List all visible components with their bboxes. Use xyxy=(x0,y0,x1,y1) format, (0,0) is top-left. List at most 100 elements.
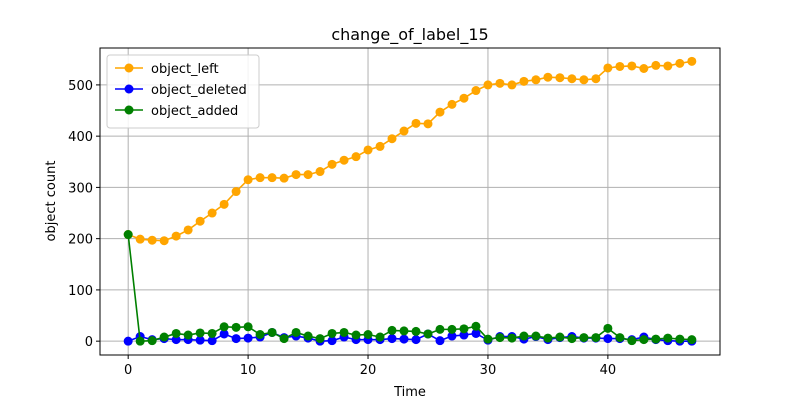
data-point xyxy=(399,326,409,336)
data-point xyxy=(687,335,697,345)
data-point xyxy=(459,330,469,340)
data-point xyxy=(279,334,289,344)
legend-label: object_deleted xyxy=(151,83,247,98)
x-tick-label: 20 xyxy=(360,363,377,378)
data-point xyxy=(591,333,601,343)
data-point xyxy=(399,126,409,136)
y-tick-label: 500 xyxy=(68,79,93,94)
data-point xyxy=(147,336,157,346)
data-point xyxy=(651,60,661,70)
data-point xyxy=(651,334,661,344)
data-point xyxy=(423,119,433,129)
data-point xyxy=(195,328,205,338)
data-point xyxy=(303,170,313,180)
legend: object_left object_deleted object_added xyxy=(106,54,260,129)
data-point xyxy=(159,236,169,246)
data-point xyxy=(291,170,301,180)
data-point xyxy=(183,330,193,340)
data-point xyxy=(243,322,253,332)
legend-marker xyxy=(124,63,134,73)
data-point xyxy=(267,327,277,337)
data-point xyxy=(255,173,265,183)
data-point xyxy=(483,80,493,90)
data-point xyxy=(363,145,373,155)
data-point xyxy=(195,216,205,226)
data-point xyxy=(603,63,613,73)
data-point xyxy=(207,208,217,218)
data-point xyxy=(195,335,205,345)
data-point xyxy=(339,155,349,165)
data-point xyxy=(171,335,181,345)
data-point xyxy=(567,74,577,84)
data-point xyxy=(231,187,241,197)
data-point xyxy=(531,75,541,85)
x-tick-label: 40 xyxy=(600,363,617,378)
data-point xyxy=(327,328,337,338)
data-point xyxy=(435,336,445,346)
data-point xyxy=(543,333,553,343)
data-point xyxy=(519,331,529,341)
x-tick-label: 0 xyxy=(124,363,132,378)
data-point xyxy=(219,322,229,332)
data-point xyxy=(471,321,481,331)
data-point xyxy=(387,325,397,335)
data-point xyxy=(171,231,181,241)
data-point xyxy=(375,332,385,342)
data-point xyxy=(147,235,157,245)
data-point xyxy=(243,333,253,343)
data-point xyxy=(303,331,313,341)
data-point xyxy=(579,75,589,85)
data-point xyxy=(135,234,145,244)
data-point xyxy=(387,334,397,344)
y-tick-label: 400 xyxy=(68,130,93,145)
data-point xyxy=(411,326,421,336)
data-point xyxy=(159,332,169,342)
data-point xyxy=(351,330,361,340)
data-point xyxy=(687,56,697,66)
data-point xyxy=(579,333,589,343)
legend-item: object_deleted xyxy=(115,83,247,98)
data-point xyxy=(483,334,493,344)
data-point xyxy=(279,173,289,183)
data-point xyxy=(207,328,217,338)
data-point xyxy=(507,80,517,90)
data-point xyxy=(315,167,325,177)
data-point xyxy=(219,199,229,209)
data-point xyxy=(471,86,481,96)
data-point xyxy=(339,327,349,337)
data-point xyxy=(555,73,565,83)
data-point xyxy=(411,118,421,128)
data-point xyxy=(519,76,529,86)
data-point xyxy=(639,64,649,74)
data-point xyxy=(495,78,505,88)
data-point xyxy=(207,336,217,346)
data-point xyxy=(591,74,601,84)
data-point xyxy=(315,334,325,344)
data-point xyxy=(399,334,409,344)
y-axis-label: object count xyxy=(44,161,59,242)
data-point xyxy=(123,230,133,240)
x-tick-label: 30 xyxy=(480,363,497,378)
data-point xyxy=(219,329,229,339)
data-point xyxy=(183,225,193,235)
data-point xyxy=(603,323,613,333)
data-point xyxy=(471,328,481,338)
legend-item: object_added xyxy=(115,104,238,119)
data-point xyxy=(531,331,541,341)
data-point xyxy=(327,336,337,346)
axes-frame xyxy=(99,47,721,356)
data-point xyxy=(627,336,637,346)
data-point xyxy=(423,329,433,339)
plot-area xyxy=(123,56,697,346)
data-point xyxy=(363,329,373,339)
legend-marker xyxy=(124,105,134,115)
data-point xyxy=(243,175,253,185)
data-point xyxy=(555,332,565,342)
data-point xyxy=(447,99,457,109)
data-point xyxy=(675,334,685,344)
data-point xyxy=(171,328,181,338)
data-point xyxy=(615,61,625,71)
data-point xyxy=(411,335,421,345)
